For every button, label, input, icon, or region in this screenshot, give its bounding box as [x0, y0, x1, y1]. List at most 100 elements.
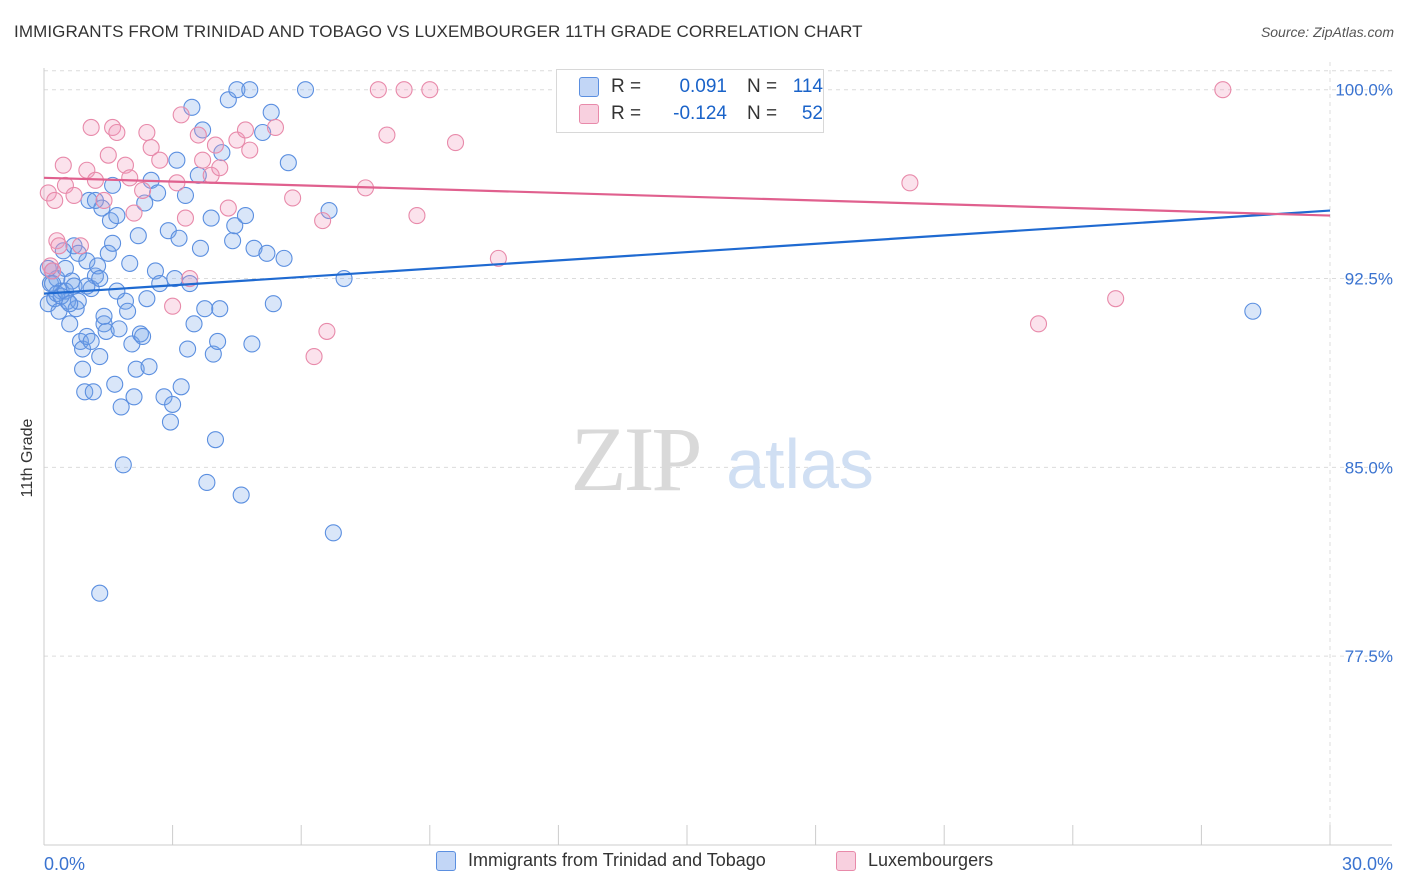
point-trinidad-tobago [76, 383, 94, 401]
point-trinidad-tobago [320, 201, 338, 220]
point-trinidad-tobago [74, 360, 92, 378]
point-trinidad-tobago [202, 209, 220, 227]
point-trinidad-tobago [196, 300, 214, 318]
legend-n-label: N = [747, 103, 778, 124]
point-trinidad-tobago [206, 431, 225, 449]
point-luxembourger [134, 181, 152, 199]
point-trinidad-tobago [185, 315, 203, 333]
point-luxembourger [164, 297, 182, 315]
point-luxembourger [369, 81, 387, 99]
point-trinidad-tobago [82, 332, 100, 351]
point-luxembourger [181, 269, 199, 288]
point-trinidad-tobago [161, 413, 180, 431]
point-trinidad-tobago [275, 249, 293, 267]
point-luxembourger [121, 169, 139, 187]
point-trinidad-tobago [129, 227, 147, 245]
legend-n-value: 52 [801, 103, 823, 124]
point-trinidad-tobago [232, 486, 250, 504]
point-luxembourger [172, 106, 190, 124]
point-trinidad-tobago [228, 81, 246, 99]
series-legend: Immigrants from Trinidad and Tobago Luxe… [0, 850, 1406, 880]
point-luxembourger [901, 174, 919, 192]
point-trinidad-tobago [61, 315, 79, 333]
point-trinidad-tobago [279, 154, 297, 172]
trendline-luxembourgers [43, 176, 1331, 217]
point-trinidad-tobago [86, 191, 104, 210]
trendlines [43, 176, 1331, 295]
legend-swatch-blue [579, 77, 599, 97]
point-trinidad-tobago [191, 239, 210, 257]
legend-n-label: N = [747, 76, 778, 97]
point-luxembourger [46, 191, 64, 210]
point-luxembourger [99, 146, 117, 164]
point-luxembourger [378, 126, 396, 144]
point-luxembourger [1107, 290, 1125, 308]
point-luxembourger [71, 237, 89, 255]
point-trinidad-tobago [119, 302, 137, 320]
point-luxembourger [116, 156, 134, 174]
point-luxembourger [206, 136, 225, 154]
legend-label-luxembourgers: Luxembourgers [868, 850, 994, 870]
y-tick-label: 100.0% [1335, 81, 1393, 100]
point-trinidad-tobago [172, 378, 190, 396]
y-tick-label: 77.5% [1345, 647, 1393, 666]
point-luxembourger [95, 191, 113, 210]
series-trinidad-tobago [39, 81, 1262, 602]
point-trinidad-tobago [80, 191, 98, 210]
point-trinidad-tobago [151, 275, 169, 293]
legend-swatch-pink [579, 104, 599, 124]
point-trinidad-tobago [224, 232, 242, 250]
point-trinidad-tobago [91, 348, 109, 366]
trendline-trinidad-tobago [43, 209, 1331, 295]
point-luxembourger [318, 322, 336, 340]
point-trinidad-tobago [166, 269, 184, 288]
point-trinidad-tobago [198, 473, 216, 492]
legend-item-trinidad-tobago: Immigrants from Trinidad and Tobago [436, 850, 766, 871]
legend-label-trinidad-tobago: Immigrants from Trinidad and Tobago [468, 850, 766, 870]
point-luxembourger [446, 134, 465, 152]
legend-row-blue: R = 0.091 N = 114 [579, 74, 823, 100]
point-trinidad-tobago [95, 307, 113, 325]
point-trinidad-tobago [179, 340, 197, 358]
point-trinidad-tobago [140, 358, 158, 376]
point-luxembourger [489, 249, 507, 267]
tick-labels: 77.5% 85.0% 92.5% 100.0% 0.0% 30.0% [44, 81, 1393, 874]
point-trinidad-tobago [108, 207, 126, 225]
legend-r-label: R = [611, 103, 642, 124]
point-trinidad-tobago [110, 320, 128, 338]
point-trinidad-tobago [243, 335, 261, 353]
x-tick-label: 0.0% [44, 854, 85, 874]
point-trinidad-tobago [91, 584, 109, 602]
series-luxembourgers [39, 81, 1232, 366]
point-trinidad-tobago [44, 275, 62, 293]
point-trinidad-tobago [264, 295, 282, 313]
point-trinidad-tobago [241, 81, 259, 99]
point-luxembourger [241, 141, 259, 159]
point-luxembourger [408, 207, 426, 225]
legend-swatch-pink [836, 850, 856, 871]
point-trinidad-tobago [131, 325, 149, 343]
point-trinidad-tobago [121, 254, 139, 272]
point-trinidad-tobago [112, 398, 130, 416]
point-trinidad-tobago [170, 229, 188, 247]
point-luxembourger [189, 126, 207, 144]
point-trinidad-tobago [164, 395, 182, 413]
point-trinidad-tobago [127, 360, 145, 378]
point-luxembourger [314, 212, 332, 230]
point-luxembourger [421, 81, 439, 99]
point-luxembourger [1029, 315, 1048, 333]
point-luxembourger [82, 118, 100, 137]
y-tick-label: 92.5% [1345, 270, 1393, 289]
point-trinidad-tobago [125, 388, 143, 406]
point-luxembourger [65, 186, 83, 204]
point-trinidad-tobago [211, 300, 229, 318]
point-luxembourger [138, 123, 156, 142]
point-trinidad-tobago [108, 282, 126, 300]
point-luxembourger [176, 209, 195, 227]
point-trinidad-tobago [138, 290, 156, 308]
point-trinidad-tobago [236, 207, 255, 225]
point-trinidad-tobago [296, 81, 315, 99]
point-luxembourger [395, 81, 413, 99]
point-luxembourger [125, 204, 143, 222]
point-trinidad-tobago [262, 103, 280, 121]
